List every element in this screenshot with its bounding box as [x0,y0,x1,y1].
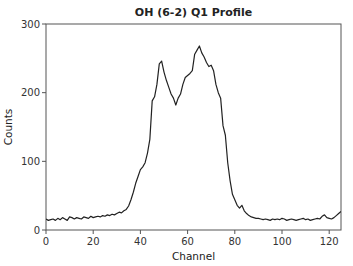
x-tick-label: 0 [43,236,49,247]
x-axis-label: Channel [172,250,215,262]
x-tick [93,230,94,234]
chart-container: 0 20 40 60 80 100 120 0 100 200 300 OH (6-2) Q1 Pro… [0,0,353,266]
y-tick-label: 100 [21,156,40,167]
plot-area [46,46,341,220]
x-tick-label: 120 [320,236,339,247]
x-tick-label: 60 [181,236,194,247]
x-tick-label: 80 [228,236,241,247]
x-tick-label: 100 [272,236,291,247]
x-tick-label: 20 [87,236,100,247]
x-tick [234,230,235,234]
y-tick [42,24,46,25]
chart: 0 20 40 60 80 100 120 0 100 200 300 OH (6-2) Q1 Pro… [0,0,353,266]
x-tick [329,230,330,234]
y-tick-label: 200 [21,87,40,98]
x-tick-label: 40 [134,236,147,247]
plot-frame [46,24,341,230]
y-tick [42,92,46,93]
x-tick [46,230,47,234]
profile-line [46,46,341,220]
y-tick [42,161,46,162]
y-tick-label: 300 [21,19,40,30]
x-tick [282,230,283,234]
y-tick [42,230,46,231]
y-tick-label: 0 [34,225,40,236]
title: OH (6-2) Q1 Profile [135,6,252,19]
x-tick [187,230,188,234]
x-tick [140,230,141,234]
y-axis-label: Counts [2,109,14,146]
